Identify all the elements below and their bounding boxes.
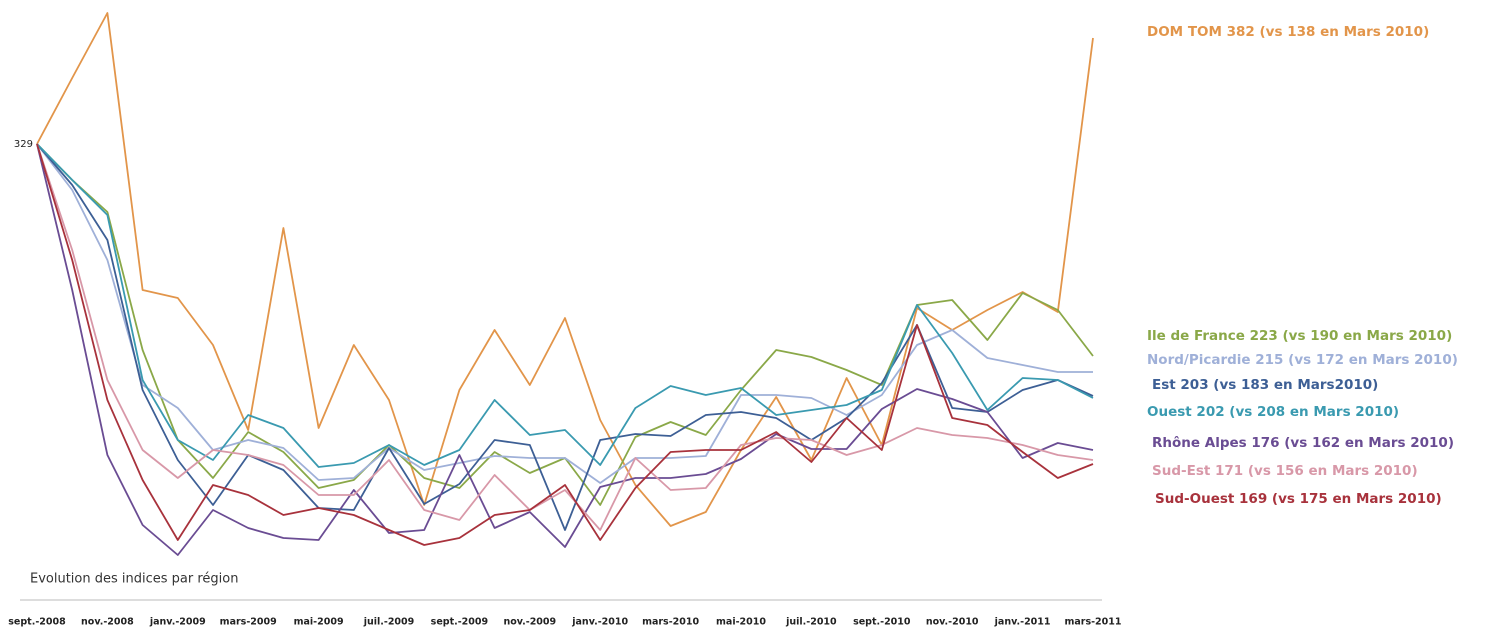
x-tick-label: janv.-2009 <box>149 617 206 628</box>
legend-label: Est 203 (vs 183 en Mars2010) <box>1152 377 1378 393</box>
legend-label: Rhône Alpes 176 (vs 162 en Mars 2010) <box>1152 435 1454 451</box>
legend-label: Sud-Ouest 169 (vs 175 en Mars 2010) <box>1155 491 1442 507</box>
legend-label: Ouest 202 (vs 208 en Mars 2010) <box>1147 404 1399 420</box>
legend-label: Sud-Est 171 (vs 156 en Mars 2010) <box>1152 463 1418 479</box>
legend-label: DOM TOM 382 (vs 138 en Mars 2010) <box>1147 24 1429 40</box>
x-tick-label: mai-2009 <box>294 617 344 628</box>
x-tick-label: mars-2011 <box>1064 617 1121 628</box>
x-tick-label: sept.-2009 <box>431 617 488 628</box>
x-tick-label: mai-2010 <box>716 617 766 628</box>
x-tick-label: nov.-2010 <box>926 617 979 628</box>
series-line <box>36 143 1094 531</box>
x-tick-label: juil.-2010 <box>785 617 837 628</box>
x-tick-label: sept.-2010 <box>853 617 911 628</box>
series-line <box>36 12 1094 527</box>
x-tick-label: janv.-2010 <box>571 617 628 628</box>
data-label: 329 <box>14 139 33 150</box>
legend-label: Ile de France 223 (vs 190 en Mars 2010) <box>1147 328 1452 344</box>
x-tick-label: juil.-2009 <box>363 617 415 628</box>
x-tick-label: nov.-2009 <box>503 617 556 628</box>
legend-label: Nord/Picardie 215 (vs 172 en Mars 2010) <box>1147 352 1458 368</box>
x-tick-label: sept.-2008 <box>8 617 66 628</box>
chart-subtitle: Evolution des indices par région <box>30 572 238 587</box>
x-tick-label: mars-2009 <box>220 617 277 628</box>
x-tick-label: janv.-2011 <box>994 617 1051 628</box>
x-tick-label: nov.-2008 <box>81 617 134 628</box>
x-tick-label: mars-2010 <box>642 617 699 628</box>
series-line <box>36 143 1094 556</box>
series-line <box>36 143 1094 546</box>
series-line <box>36 143 1094 468</box>
